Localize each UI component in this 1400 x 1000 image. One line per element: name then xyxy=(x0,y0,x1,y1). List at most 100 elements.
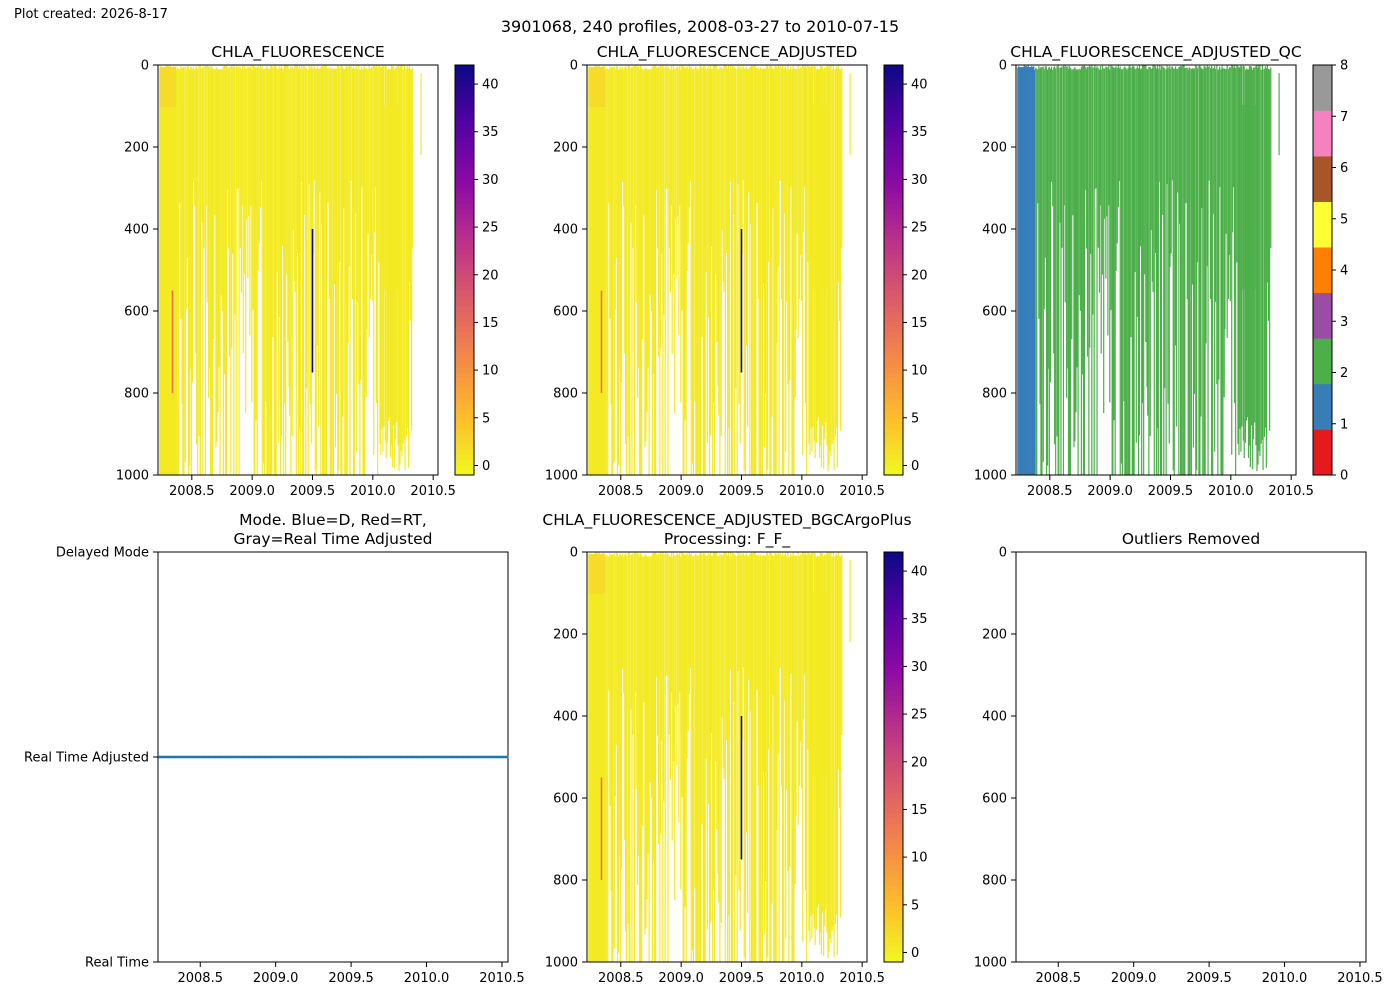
colorbar-band xyxy=(884,387,903,394)
profile-column xyxy=(721,68,723,230)
profile-column xyxy=(231,65,233,348)
profile-column xyxy=(648,556,650,962)
profile-column xyxy=(312,66,314,254)
profile-column xyxy=(760,68,762,476)
profile-column xyxy=(624,67,626,354)
profile-column xyxy=(360,69,362,380)
qc-profile-column xyxy=(1116,67,1118,244)
profile-column xyxy=(837,552,839,770)
colorbar-band xyxy=(455,372,474,379)
qc-profile-column xyxy=(1235,68,1237,475)
x-tick-label: 2008.5 xyxy=(1027,484,1073,499)
qc-profile-column xyxy=(1103,68,1106,219)
profile-column xyxy=(701,554,703,825)
colorbar-band xyxy=(455,131,474,138)
profile-column xyxy=(695,553,697,962)
profile-column xyxy=(346,66,348,476)
qc-profile-column xyxy=(1217,69,1219,476)
colorbar-band xyxy=(884,254,903,261)
profile-column xyxy=(363,65,365,475)
profile-column xyxy=(656,66,658,191)
profile-column xyxy=(657,553,660,844)
colorbar-band xyxy=(884,152,903,158)
y-tick-label: 800 xyxy=(982,874,1007,889)
high-value-feature xyxy=(740,716,743,860)
x-tick-label: 2010.5 xyxy=(1268,484,1314,499)
qc-profile-column xyxy=(1048,67,1050,369)
panel-title-outliers: Outliers Removed xyxy=(1122,530,1260,548)
colorbar-band xyxy=(455,464,474,471)
profile-column xyxy=(635,65,637,303)
colorbar-band xyxy=(455,95,474,102)
profile-column xyxy=(708,68,711,475)
profile-column xyxy=(341,65,343,476)
profile-column xyxy=(828,67,830,465)
colorbar-tick-label: 2 xyxy=(1340,366,1348,381)
mode-point xyxy=(505,755,509,759)
profile-column xyxy=(770,65,772,476)
profile-column xyxy=(668,555,670,735)
colorbar-tick-label: 5 xyxy=(911,411,919,426)
profile-column xyxy=(333,68,336,285)
colorbar-tick-label: 35 xyxy=(911,125,928,140)
profile-column xyxy=(350,66,352,181)
colorbar-segment xyxy=(1313,338,1332,385)
surface-chla xyxy=(588,554,606,594)
profile-column xyxy=(724,65,726,475)
profile-column xyxy=(237,67,239,189)
qc-profile-column xyxy=(1132,65,1134,476)
colorbar-band xyxy=(884,762,903,768)
profile-column xyxy=(340,66,342,476)
qc-profile-column xyxy=(1224,68,1226,329)
colorbar-band xyxy=(884,946,903,953)
y-tick-label: 200 xyxy=(124,141,149,156)
profile-column xyxy=(775,553,777,962)
qc-profile-column xyxy=(1110,65,1112,311)
profile-column xyxy=(632,66,634,248)
qc-profile-column xyxy=(1143,65,1145,476)
profile-column xyxy=(199,65,201,475)
colorbar-band xyxy=(884,208,903,215)
profile-column xyxy=(296,66,299,254)
profile-column xyxy=(708,555,711,962)
colorbar-band xyxy=(884,823,903,830)
y-tick-label: 600 xyxy=(124,305,149,320)
profile-column xyxy=(661,66,663,254)
axes-frame-chla_bgc xyxy=(586,551,868,963)
profile-column xyxy=(841,67,843,249)
profile-column xyxy=(253,66,255,475)
colorbar-tick-label: 15 xyxy=(482,316,499,331)
profile-column xyxy=(779,66,781,181)
qc-profile-column xyxy=(1166,65,1168,185)
profile-column xyxy=(790,66,792,188)
qc-profile-column xyxy=(1113,68,1115,421)
profile-column xyxy=(626,555,628,962)
colorbar-band xyxy=(455,182,474,189)
profile-column xyxy=(328,67,330,299)
profile-column xyxy=(829,65,831,451)
profile-column xyxy=(681,552,683,798)
qc-profile-column xyxy=(1099,66,1102,206)
profile-column xyxy=(629,67,631,475)
qc-profile-column xyxy=(1039,68,1041,404)
profile-column xyxy=(604,69,607,475)
profile-column xyxy=(378,65,380,263)
colorbar-band xyxy=(884,613,903,620)
qc-profile-column xyxy=(1064,65,1066,303)
qc-profile-column xyxy=(1176,68,1178,427)
profile-column xyxy=(800,67,802,301)
profile-column xyxy=(276,69,278,273)
profile-column xyxy=(366,68,368,329)
profile-column xyxy=(612,554,614,962)
profile-column xyxy=(717,555,719,874)
colorbar-band xyxy=(884,598,903,604)
colorbar-band xyxy=(455,459,474,466)
profile-column xyxy=(399,67,401,465)
profile-column xyxy=(712,68,714,476)
profile-column xyxy=(334,68,337,448)
colorbar-band xyxy=(884,562,903,568)
profile-column xyxy=(224,65,227,475)
x-tick-label: 2009.5 xyxy=(1148,484,1194,499)
colorbar-band xyxy=(884,869,903,876)
colorbar-tick-label: 0 xyxy=(911,459,919,474)
